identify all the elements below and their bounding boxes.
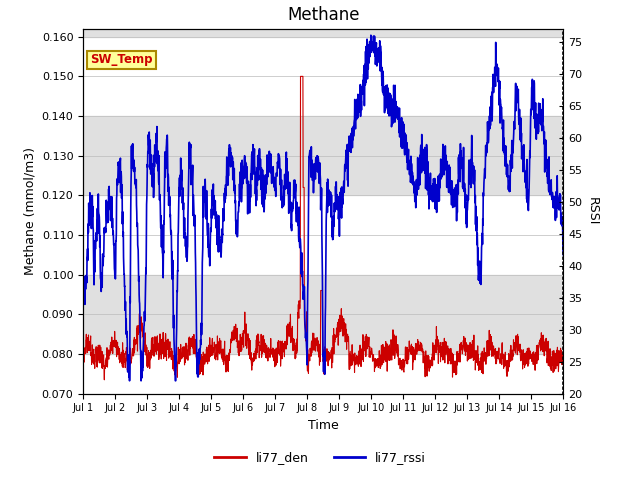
Legend: li77_den, li77_rssi: li77_den, li77_rssi <box>209 446 431 469</box>
Y-axis label: Methane (mmol/m3): Methane (mmol/m3) <box>23 147 36 275</box>
Bar <box>83 275 563 354</box>
X-axis label: Time: Time <box>308 419 339 432</box>
Title: Methane: Methane <box>287 6 360 24</box>
Bar <box>83 116 563 195</box>
Text: SW_Temp: SW_Temp <box>90 53 153 66</box>
Bar <box>83 29 563 37</box>
Y-axis label: RSSI: RSSI <box>586 197 599 226</box>
